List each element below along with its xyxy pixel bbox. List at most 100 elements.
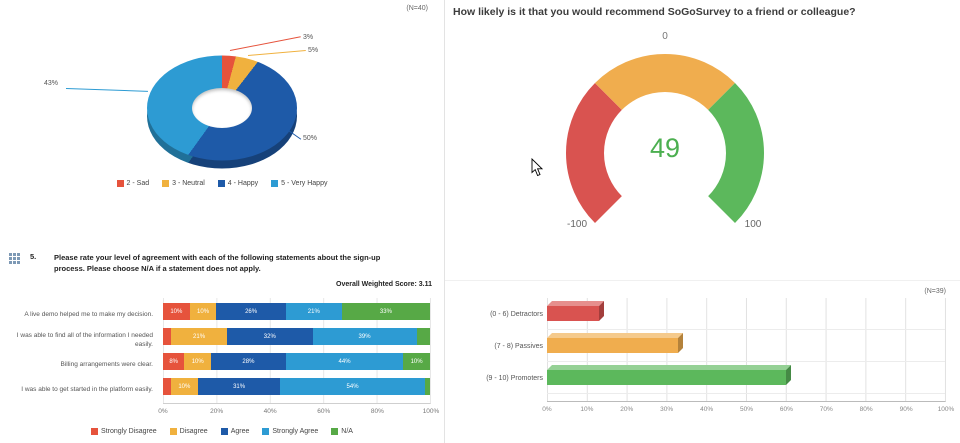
- legend-item[interactable]: 2 - Sad: [116, 180, 149, 187]
- bar-segment: [163, 328, 171, 345]
- legend-swatch: [220, 428, 228, 435]
- legend-swatch: [271, 180, 279, 187]
- bar-segment: [424, 378, 430, 395]
- axis-tick-label: 10%: [580, 406, 594, 413]
- weighted-score-value: 3.11: [418, 281, 432, 288]
- bar: [547, 370, 786, 385]
- axis-tick-label: 70%: [819, 406, 833, 413]
- bar-segment: [416, 328, 430, 345]
- bar-segment: 28%: [211, 353, 286, 370]
- bar-segment: 10%: [184, 353, 212, 370]
- nps-categories: (0 - 6) Detractors (7 - 8) Passives (9 - 1…: [445, 298, 543, 394]
- callout-line: [229, 36, 301, 51]
- legend-item[interactable]: 4 - Happy: [217, 180, 259, 187]
- stacked-legend: Strongly Disagree Disagree Agree Strongly A…: [0, 428, 444, 435]
- legend-label: Strongly Agree: [272, 428, 319, 435]
- bar-row: [547, 362, 945, 394]
- category-label: I was able to find all of the informatio…: [16, 332, 153, 348]
- axis-tick-label: 90%: [899, 406, 913, 413]
- segment-value-label: 21%: [193, 333, 206, 340]
- bar-segment: [163, 378, 171, 395]
- stacked-bar: 21% 32% 39%: [163, 328, 430, 345]
- legend-item[interactable]: N/A: [331, 428, 353, 435]
- segment-value-label: 32%: [263, 333, 276, 340]
- callout-line: [65, 88, 148, 92]
- slice-value-label: 43%: [44, 80, 59, 87]
- category-label: (0 - 6) Detractors: [490, 310, 543, 318]
- legend-swatch: [91, 428, 99, 435]
- axis-tick-label: 40%: [700, 406, 714, 413]
- legend-item[interactable]: 5 - Very Happy: [271, 180, 327, 187]
- axis-tick-label: 40%: [263, 408, 277, 415]
- slice-value-label: 3%: [303, 34, 314, 41]
- drag-handle-icon[interactable]: [9, 253, 20, 264]
- segment-value-label: 28%: [242, 358, 255, 365]
- bar-segment: 33%: [341, 303, 430, 320]
- question-number: 5.: [30, 252, 37, 261]
- bar-segment: 44%: [285, 353, 404, 370]
- nps-score-value: 49: [649, 133, 681, 163]
- donut-hole: [192, 88, 252, 128]
- legend-label: Strongly Disagree: [101, 428, 157, 435]
- bar-segment: 54%: [280, 378, 425, 395]
- segment-value-label: 10%: [197, 308, 210, 315]
- weighted-score-label: Overall Weighted Score:: [336, 281, 417, 288]
- legend-swatch: [162, 180, 170, 187]
- legend-item[interactable]: Agree: [220, 428, 250, 435]
- axis-tick-label: 60%: [317, 408, 331, 415]
- donut-legend: 2 - Sad 3 - Neutral 4 - Happy 5 - Very Happ…: [0, 180, 444, 187]
- bar-segment: 10%: [403, 353, 430, 370]
- axis-tick-label: 50%: [739, 406, 754, 413]
- segment-value-label: 10%: [178, 383, 191, 390]
- question-text: Please rate your level of agreement with…: [54, 253, 381, 274]
- axis-tick-label: 100%: [422, 408, 440, 415]
- legend-item[interactable]: Strongly Agree: [262, 428, 318, 435]
- gauge-top-label: 0: [662, 31, 668, 42]
- axis-tick-label: 60%: [779, 406, 793, 413]
- gauge-zone-red: [566, 83, 623, 223]
- callout-line: [247, 49, 306, 56]
- satisfaction-donut-panel: (N=40) 3% 5% 43% 50% 2 - Sad 3 - Neutral 4…: [0, 0, 444, 240]
- bar-segment: 32%: [227, 328, 313, 345]
- gauge-min-label: -100: [566, 219, 587, 230]
- bar-segment: 31%: [197, 378, 281, 395]
- segment-value-label: 26%: [245, 308, 258, 315]
- bar-segment: 26%: [216, 303, 286, 320]
- nps-gauge-panel: How likely is it that you would recommen…: [445, 0, 960, 280]
- segment-value-label: 39%: [358, 333, 371, 340]
- stacked-bar: 10% 10% 26% 21% 33%: [163, 303, 430, 320]
- bar: [547, 306, 599, 321]
- legend-label: N/A: [341, 428, 353, 435]
- legend-label: Agree: [230, 428, 250, 435]
- legend-item[interactable]: 3 - Neutral: [162, 180, 205, 187]
- axis-tick-label: 0%: [542, 406, 552, 413]
- axis-tick-label: 30%: [660, 406, 674, 413]
- segment-value-label: 33%: [379, 308, 392, 315]
- gauge-zone-orange: [595, 54, 735, 111]
- segment-value-label: 54%: [346, 383, 359, 390]
- legend-swatch: [331, 428, 339, 435]
- category-label: (9 - 10) Promoters: [486, 374, 543, 382]
- gauge-zone-green: [707, 83, 764, 223]
- gauge-max-label: 100: [744, 219, 762, 230]
- bar-row: [547, 330, 945, 362]
- legend-swatch: [217, 180, 225, 187]
- respondent-count: (N=40): [406, 5, 428, 12]
- bar-row: [547, 298, 945, 330]
- category-label: I was able to get started in the platfor…: [21, 386, 153, 394]
- axis-tick-label: 0%: [158, 408, 168, 415]
- respondent-count: (N=39): [924, 288, 946, 295]
- bar-segment: 21%: [171, 328, 228, 345]
- segment-value-label: 10%: [170, 308, 183, 315]
- segment-value-label: 21%: [307, 308, 320, 315]
- segment-value-label: 44%: [338, 358, 351, 365]
- legend-item[interactable]: Disagree: [169, 428, 208, 435]
- slice-value-label: 50%: [303, 135, 318, 142]
- mouse-cursor: [531, 158, 543, 177]
- nps-gauge[interactable]: [550, 38, 780, 233]
- legend-swatch: [116, 180, 124, 187]
- legend-label: 4 - Happy: [227, 180, 259, 187]
- legend-item[interactable]: Strongly Disagree: [91, 428, 157, 435]
- segment-value-label: 10%: [410, 358, 423, 365]
